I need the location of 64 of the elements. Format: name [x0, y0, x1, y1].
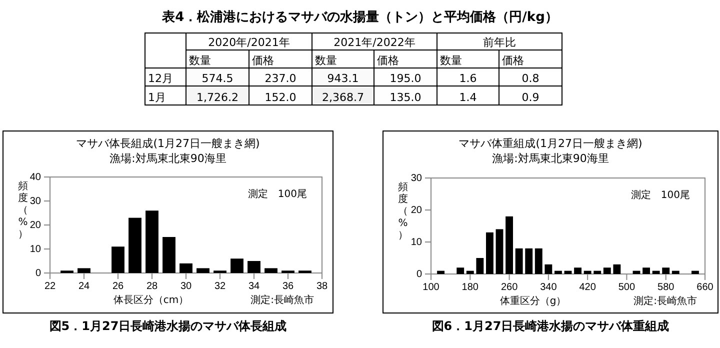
y-tick-label: 10 — [30, 244, 42, 256]
data-label: 574.5 — [202, 72, 234, 85]
y-tick-label: 20 — [410, 205, 422, 216]
x-tick-label: 420 — [579, 282, 596, 294]
chart-title: マサバ体重組成(1月27日一艘まき網) — [458, 137, 642, 150]
y-tick-label: 0 — [416, 269, 422, 280]
y-tick-label: 0 — [35, 268, 42, 280]
x-tick-label: 数量 — [440, 54, 462, 67]
annotation: 測定 100尾 — [248, 188, 307, 200]
x-tick-label: 30 — [180, 281, 192, 292]
x-axis-title: 体重区分（g） — [500, 295, 566, 307]
x-tick-label: 660 — [696, 282, 714, 294]
data-label: 943.1 — [327, 72, 359, 85]
text: 2020年/2021年 — [208, 36, 290, 49]
chart-subtitle: 漁場:対馬東北東90海里 — [492, 152, 609, 165]
data-label: 195.0 — [390, 72, 422, 85]
data-label: 135.0 — [390, 91, 422, 104]
y-tick-label: 1月 — [148, 91, 166, 104]
x-tick-label: 価格 — [502, 54, 524, 67]
y-tick-label: 12月 — [148, 72, 173, 85]
annotation: 測定 100尾 — [630, 189, 690, 201]
y-tick-label: 20 — [30, 220, 42, 232]
x-tick-label: 22 — [44, 281, 56, 292]
data-label: 0.9 — [522, 91, 540, 104]
x-tick-label: 26 — [112, 281, 124, 292]
x-tick-label: 数量 — [189, 54, 211, 67]
y-tick-label: 30 — [30, 196, 42, 208]
y-axis-title: 頻度（%） — [18, 180, 28, 240]
x-tick-label: 36 — [282, 281, 294, 292]
caption: 図5．1月27日長崎港水揚のマサバ体長組成 — [49, 319, 287, 333]
caption: 図6．1月27日長崎港水揚のマサバ体重組成 — [432, 319, 670, 333]
x-tick-label: 価格 — [252, 54, 274, 67]
text: 2021年/2022年 — [334, 36, 416, 49]
data-label: 237.0 — [264, 72, 296, 85]
x-tick-label: 500 — [618, 282, 636, 294]
data-label: 2,368.7 — [322, 91, 364, 104]
chart-subtitle: 漁場:対馬東北東90海里 — [110, 152, 226, 165]
x-tick-label: 340 — [540, 282, 558, 294]
y-axis-title: 頻度（%） — [398, 181, 408, 241]
data-label: 1.4 — [459, 91, 477, 104]
text: 測定:長崎魚市 — [634, 295, 697, 307]
text: 測定:長崎魚市 — [250, 294, 314, 306]
data-label: 1,726.2 — [196, 91, 238, 104]
x-tick-label: 32 — [214, 281, 226, 292]
x-tick-label: 24 — [78, 281, 90, 292]
data-label: 0.8 — [522, 72, 540, 85]
x-tick-label: 34 — [248, 281, 260, 292]
x-tick-label: 100 — [422, 282, 440, 294]
data-label: 152.0 — [264, 91, 296, 104]
x-tick-label: 38 — [316, 281, 328, 292]
y-tick-label: 40 — [30, 172, 42, 184]
x-tick-label: 580 — [658, 282, 675, 294]
x-axis-title: 体長区分（cm） — [113, 294, 189, 306]
chart-title: 表4．松浦港におけるマサバの水揚量（トン）と平均価格（円/kg） — [161, 10, 558, 25]
y-tick-label: 30 — [410, 173, 422, 184]
data-label: 1.6 — [459, 72, 477, 85]
x-tick-label: 価格 — [377, 54, 399, 67]
x-tick-label: 28 — [146, 281, 158, 292]
x-tick-label: 180 — [462, 282, 479, 294]
text: 前年比 — [483, 36, 516, 49]
x-tick-label: 260 — [500, 282, 518, 294]
y-tick-label: 10 — [410, 237, 422, 248]
x-tick-label: 数量 — [315, 54, 337, 67]
chart-title: マサバ体長組成(1月27日一艘まき網) — [76, 137, 260, 150]
